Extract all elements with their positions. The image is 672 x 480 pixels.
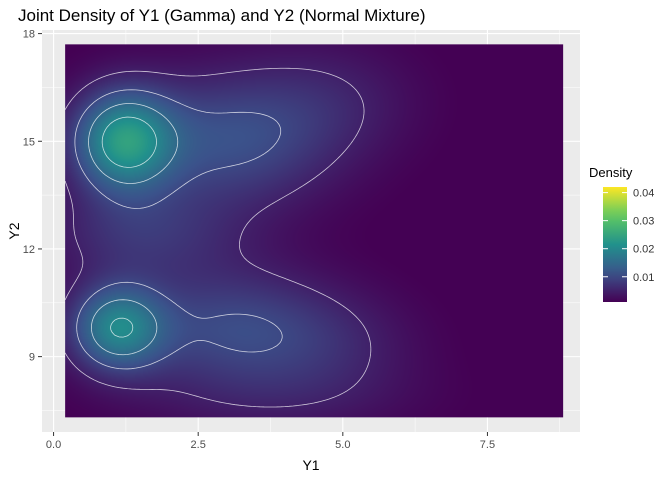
x-tick-label: 0.0 [46,439,61,451]
contour-line [74,89,283,370]
y-axis: 9 12 15 18 [23,29,42,364]
x-tick-label: 7.5 [480,439,495,451]
x-tick-label: 2.5 [191,439,206,451]
chart-title: Joint Density of Y1 (Gamma) and Y2 (Norm… [18,6,426,25]
contour-line [64,67,372,408]
legend-colorbar [603,187,627,302]
legend-tick-label: 0.01 [633,272,654,284]
legend-tick-label: 0.03 [633,216,654,228]
contour-line [101,116,157,338]
legend: Density 0.01 0.02 0.03 0.04 [589,165,654,302]
contour-line [88,103,179,356]
contour-layer [64,67,372,408]
legend-tick-label: 0.04 [633,188,654,200]
legend-tick-label: 0.02 [633,244,654,256]
density-heatmap [65,44,564,418]
legend-ticks: 0.01 0.02 0.03 0.04 [603,188,654,284]
x-axis: 0.0 2.5 5.0 7.5 [46,432,495,451]
x-tick-label: 5.0 [335,439,350,451]
legend-title: Density [589,165,633,180]
y-tick-label: 12 [23,244,35,256]
y-axis-title: Y2 [6,222,22,239]
y-tick-label: 15 [23,136,35,148]
y-tick-label: 9 [29,352,35,364]
y-tick-label: 18 [23,29,35,41]
x-axis-title: Y1 [302,457,319,473]
